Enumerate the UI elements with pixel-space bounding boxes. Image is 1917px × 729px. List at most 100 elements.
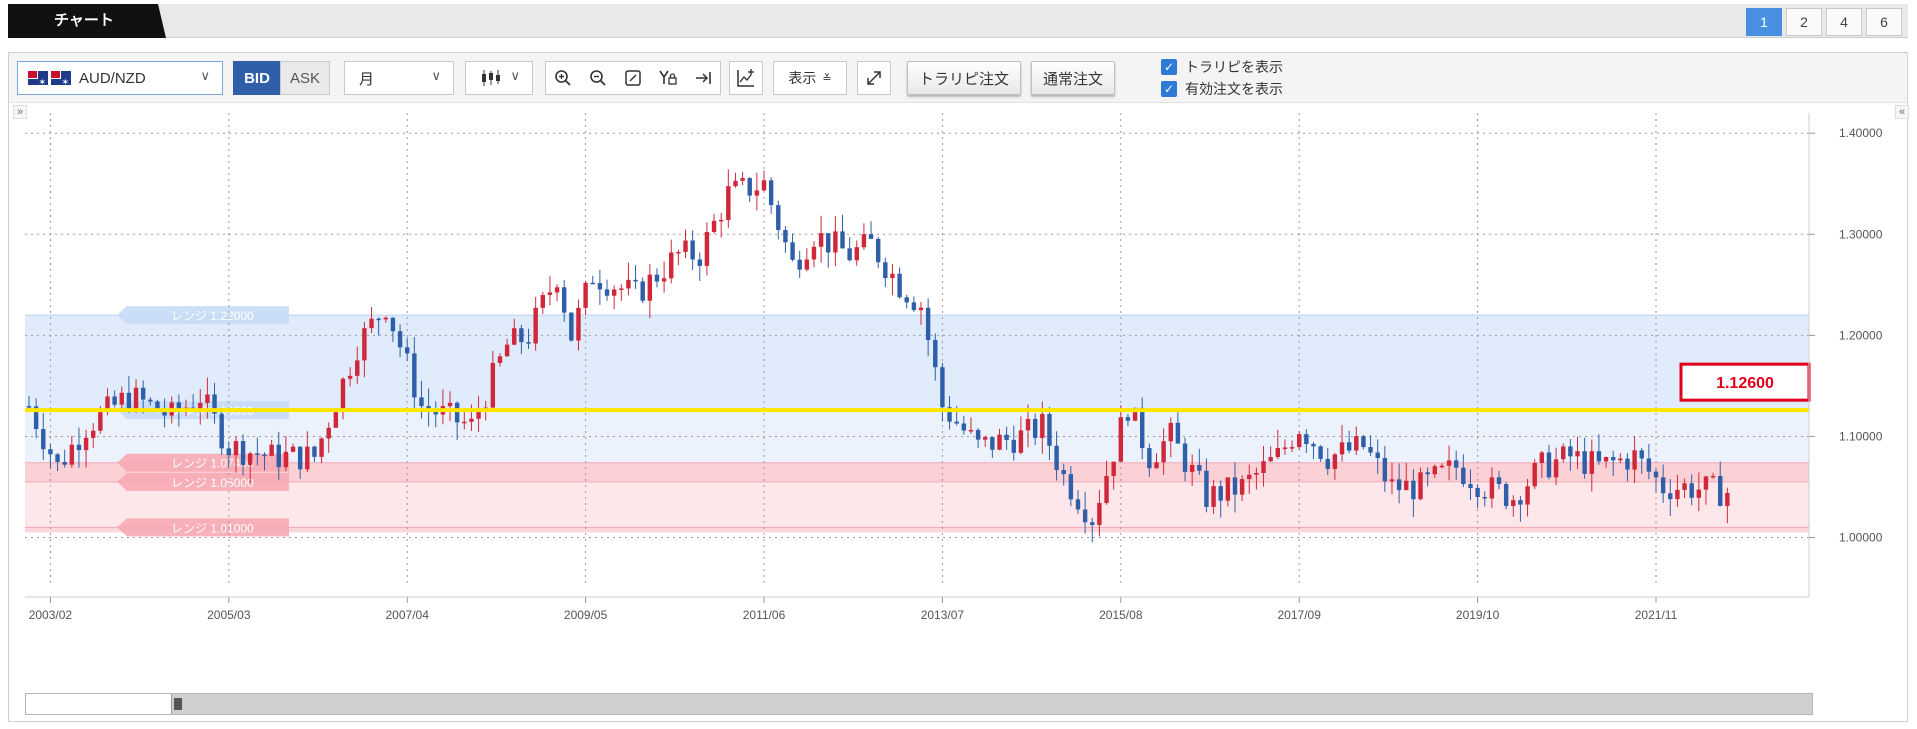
- candle-body: [718, 219, 724, 222]
- expand-left-icon[interactable]: »: [13, 105, 27, 119]
- chart-axes: 1.40000 1.30000 1.20000 1.10000 1.00000 2003/…: [25, 113, 1883, 622]
- candle-body: [611, 289, 617, 296]
- candle-body: [112, 396, 117, 405]
- candle-body: [968, 429, 974, 432]
- candle-body: [1304, 434, 1309, 444]
- candle-body: [947, 407, 952, 422]
- normal-order-button[interactable]: 通常注文: [1031, 61, 1115, 95]
- candle-body: [33, 406, 39, 430]
- chart-scrollbar[interactable]: [25, 693, 1813, 715]
- period-label: 月: [359, 70, 375, 88]
- add-indicator-button[interactable]: [729, 61, 763, 95]
- candle-body: [1296, 434, 1302, 448]
- x-tick-label: 2015/08: [1099, 608, 1143, 622]
- current-price-line: 1.12600: [25, 362, 1811, 413]
- candle-body: [1282, 447, 1288, 449]
- candle-body: [383, 317, 389, 320]
- candle-body: [747, 178, 752, 196]
- candle-body: [119, 392, 124, 405]
- expand-button[interactable]: [857, 61, 891, 95]
- candle-body: [669, 252, 674, 279]
- candle-body: [1147, 448, 1152, 469]
- candle-body: [647, 274, 653, 301]
- y-axis-lock-icon[interactable]: [655, 65, 681, 91]
- layout-button-2[interactable]: 2: [1786, 8, 1822, 36]
- candle-body: [1396, 479, 1402, 491]
- show-active-orders-checkbox[interactable]: ✓ 有効注文を表示: [1161, 79, 1283, 99]
- candle-body: [990, 437, 995, 450]
- y-tick-label: 1.30000: [1839, 227, 1883, 241]
- candle-body: [105, 396, 110, 412]
- show-trap-checkbox[interactable]: ✓ トラリピを表示: [1161, 57, 1283, 77]
- candle-body: [1475, 487, 1480, 497]
- layout-button-6[interactable]: 6: [1866, 8, 1902, 36]
- candle-body: [1261, 461, 1266, 473]
- candle-body: [840, 231, 845, 249]
- candle-body: [1511, 500, 1516, 506]
- candle-body: [754, 190, 760, 196]
- candle-body: [62, 461, 67, 465]
- price-label-box: [1679, 362, 1811, 402]
- candle-body: [761, 180, 767, 191]
- period-select[interactable]: 月 ∨: [344, 61, 454, 95]
- candle-body: [704, 231, 710, 266]
- aud-flag-icon: [28, 71, 48, 85]
- candle-body: [1568, 446, 1573, 457]
- chart-type-select[interactable]: ∨: [465, 61, 533, 95]
- tab-chart[interactable]: チャート: [8, 4, 166, 38]
- fit-icon[interactable]: [620, 65, 646, 91]
- candle-body: [1660, 477, 1666, 494]
- scrollbar-range: [26, 694, 172, 714]
- candle-body: [569, 312, 574, 341]
- range-band: [25, 462, 1809, 482]
- layout-button-1[interactable]: 1: [1746, 8, 1782, 36]
- candle-body: [1582, 451, 1587, 474]
- candle-body: [554, 287, 560, 293]
- candle-body: [961, 423, 967, 431]
- ask-button[interactable]: ASK: [280, 61, 330, 95]
- candle-body: [69, 444, 75, 465]
- display-menu-button[interactable]: 表示 ≚: [773, 61, 847, 95]
- x-tick-label: 2019/10: [1456, 608, 1500, 622]
- candle-body: [933, 339, 938, 368]
- zoom-out-icon[interactable]: [585, 65, 611, 91]
- candle-body: [490, 362, 496, 408]
- x-tick-label: 2005/03: [207, 608, 251, 622]
- candle-body: [1090, 522, 1095, 525]
- bid-button[interactable]: BID: [233, 61, 281, 95]
- collapse-right-icon[interactable]: «: [1895, 105, 1909, 119]
- candle-body: [255, 453, 260, 455]
- candle-body: [861, 234, 867, 248]
- candle-body: [1175, 422, 1181, 444]
- candle-body: [697, 259, 702, 266]
- trap-repeat-order-button[interactable]: トラリピ注文: [907, 61, 1021, 95]
- range-label: レンジ 1.07400: [171, 457, 254, 471]
- symbol-select[interactable]: AUD/NZD ∨: [17, 61, 223, 95]
- layout-button-4[interactable]: 4: [1826, 8, 1862, 36]
- candle-body: [1161, 441, 1166, 463]
- candle-body: [376, 318, 381, 321]
- candle-body: [1610, 457, 1616, 461]
- y-tick-label: 1.40000: [1839, 126, 1883, 140]
- candle-body: [312, 446, 317, 457]
- candle-body: [1646, 458, 1652, 472]
- candle-body: [1575, 451, 1580, 457]
- y-tick-label: 1.20000: [1839, 328, 1883, 342]
- candle-body: [826, 233, 831, 253]
- y-tick-label: 1.10000: [1839, 429, 1883, 443]
- candle-body: [1404, 480, 1409, 491]
- scrollbar-handle[interactable]: [174, 698, 182, 710]
- jump-to-latest-icon[interactable]: [690, 65, 716, 91]
- candle-body: [497, 356, 503, 363]
- checkmark-icon: ✓: [1161, 59, 1177, 75]
- range-band: [25, 315, 1809, 411]
- zoom-in-icon[interactable]: [550, 65, 576, 91]
- candle-body: [604, 289, 610, 296]
- candle-body: [404, 347, 410, 354]
- candle-body: [1718, 475, 1723, 506]
- candle-body: [1346, 442, 1352, 451]
- candle-body: [148, 399, 153, 402]
- candle-body: [918, 307, 924, 311]
- candle-body: [1368, 447, 1373, 453]
